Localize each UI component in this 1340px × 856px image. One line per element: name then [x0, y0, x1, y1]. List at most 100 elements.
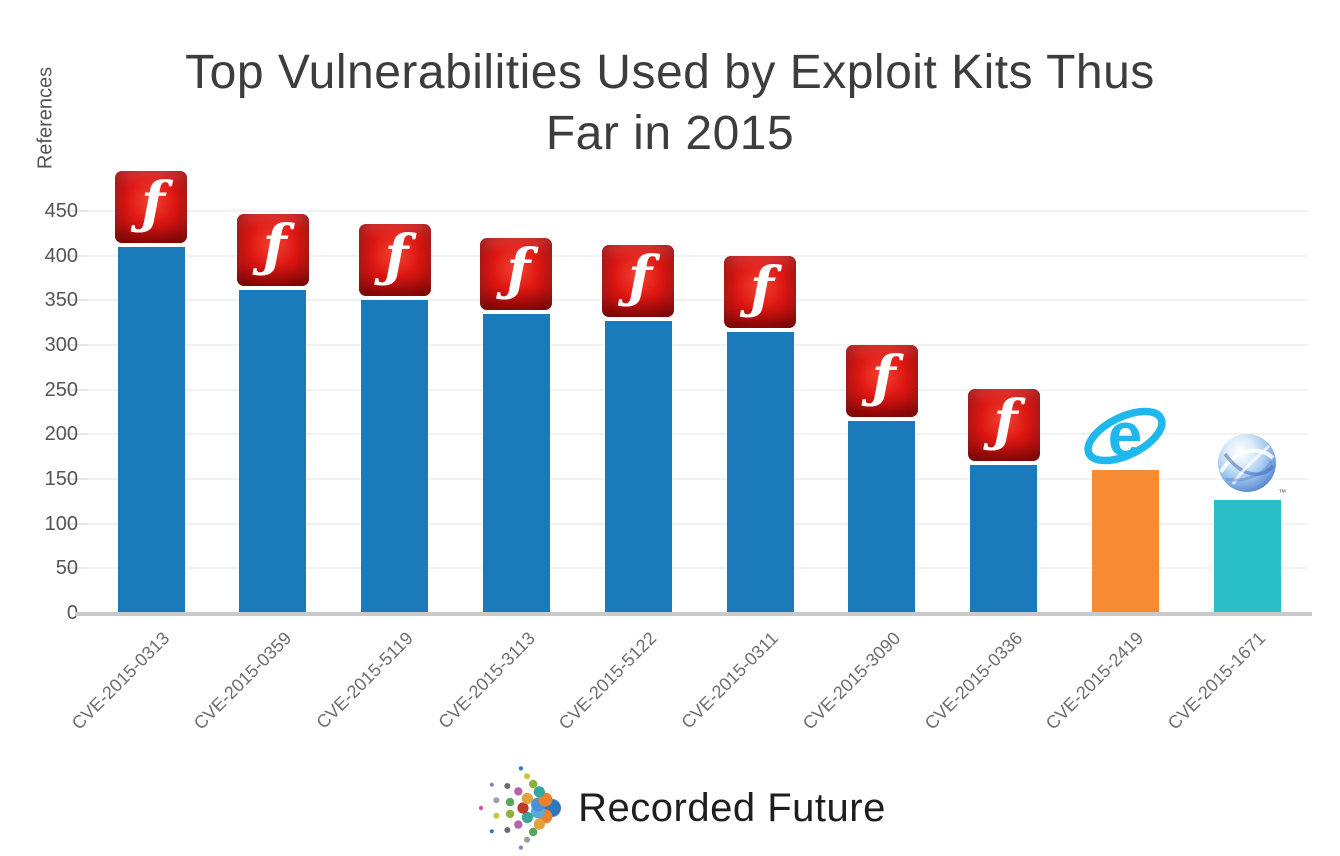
gridline-200: [88, 433, 1308, 436]
gridline-350: [88, 299, 1308, 302]
x-label-text: CVE-2015-1671: [1163, 628, 1270, 734]
y-tick-label-400: 400: [44, 244, 78, 267]
x-label-text: CVE-2015-3113: [434, 628, 539, 733]
flash-f-glyph: ƒ: [384, 223, 409, 289]
gridline-250: [88, 388, 1308, 391]
logo-dot: [514, 787, 523, 796]
flash-player-icon: ƒ: [967, 388, 1040, 461]
silverlight-icon-svg: [1218, 434, 1277, 492]
x-axis-line: [75, 612, 1312, 616]
y-tick-350: [64, 299, 88, 302]
brand-name: Recorded Future: [578, 785, 886, 830]
bar-cve-2015-5122: [604, 321, 672, 613]
bar-cve-2015-0311: [726, 332, 794, 613]
y-tick-label-150: 150: [44, 468, 78, 490]
logo-dot: [504, 827, 511, 833]
logo-dot: [489, 782, 495, 787]
y-tick-450: [64, 210, 88, 212]
logo-dot: [524, 836, 531, 843]
bar-cve-2015-0359: [239, 290, 307, 613]
flash-player-icon: ƒ: [480, 237, 553, 310]
internet-explorer-icon-svg: e: [1084, 401, 1167, 470]
recorded-future-dots-logo-icon: [479, 766, 562, 850]
logo-dot: [479, 805, 484, 811]
y-tick-250: [64, 388, 88, 391]
x-label-text: CVE-2015-5122: [554, 628, 661, 734]
logo-dot: [506, 797, 515, 807]
chart-title: Top Vulnerabilities Used by Exploit Kits…: [0, 42, 1340, 164]
flash-f-glyph: ƒ: [871, 344, 896, 410]
gridline-300: [88, 344, 1308, 346]
x-label-text: CVE-2015-0359: [189, 628, 295, 734]
logo-dot: [533, 786, 546, 798]
x-label-text: CVE-2015-0313: [67, 628, 174, 734]
flash-player-icon: ƒ: [358, 223, 431, 296]
silverlight-trademark: ™: [1278, 488, 1287, 497]
y-tick-50: [64, 567, 88, 570]
logo-dot: [514, 820, 523, 829]
logo-dot: [518, 766, 524, 771]
flash-f-glyph: ƒ: [506, 237, 531, 303]
y-axis-label: References: [34, 66, 57, 170]
flash-f-glyph: ƒ: [993, 388, 1018, 454]
logo-dot: [533, 818, 546, 830]
logo-dot: [493, 797, 500, 804]
bar-cve-2015-3113: [482, 314, 550, 613]
y-tick-label-50: 50: [55, 557, 78, 580]
bar-cve-2015-0336: [970, 465, 1038, 613]
silverlight-icon: ™: [1214, 433, 1286, 497]
y-tick-label-450: 450: [44, 200, 78, 222]
x-label-text: CVE-2015-5119: [312, 628, 417, 733]
y-tick-400: [64, 254, 88, 257]
logo-dot: [521, 792, 534, 805]
flash-player-icon: ƒ: [115, 171, 187, 243]
gridline-400: [88, 254, 1308, 257]
chart-title-line-2: Far in 2015: [545, 107, 795, 160]
x-label-text: CVE-2015-0336: [920, 628, 1026, 734]
logo-dot: [517, 802, 529, 814]
flash-player-icon: ƒ: [724, 256, 796, 328]
logo-dot: [489, 829, 495, 834]
bar-cve-2015-1671: [1213, 500, 1281, 613]
bar-cve-2015-2419: [1091, 470, 1159, 613]
logo-dot: [504, 783, 511, 789]
bar-cve-2015-5119: [361, 300, 429, 613]
flash-player-icon: ƒ: [236, 213, 309, 286]
x-label-text: CVE-2015-2419: [1042, 628, 1148, 734]
x-label-text: CVE-2015-3090: [798, 628, 904, 734]
chart-title-line-1: Top Vulnerabilities Used by Exploit Kits…: [185, 46, 1155, 99]
flash-player-icon: ƒ: [602, 245, 675, 317]
gridline-450: [88, 210, 1308, 212]
flash-f-glyph: ƒ: [262, 213, 287, 279]
logo-dot: [493, 812, 500, 819]
flash-player-icon: ƒ: [845, 344, 918, 417]
y-tick-label-0: 0: [66, 602, 78, 624]
y-tick-200: [64, 433, 88, 436]
flash-f-glyph: ƒ: [140, 170, 166, 236]
bar-cve-2015-3090: [848, 421, 916, 613]
y-tick-label-200: 200: [44, 423, 78, 446]
y-tick-100: [64, 522, 88, 525]
y-tick-300: [64, 344, 88, 346]
y-tick-label-100: 100: [44, 512, 78, 535]
logo-dot: [518, 845, 524, 850]
svg-text:e: e: [1108, 401, 1142, 469]
x-label-text: CVE-2015-0311: [677, 628, 783, 733]
y-tick-150: [64, 478, 88, 480]
y-tick-label-300: 300: [44, 334, 78, 356]
internet-explorer-icon: e: [1082, 399, 1168, 470]
y-tick-label-250: 250: [44, 378, 78, 401]
gridline-150: [88, 478, 1308, 480]
logo-dot: [529, 779, 538, 789]
logo-dot: [506, 809, 515, 819]
gridline-50: [88, 567, 1308, 570]
logo-dot: [524, 773, 531, 780]
logo-dot: [521, 811, 534, 824]
y-tick-label-350: 350: [44, 289, 78, 312]
bar-cve-2015-0313: [117, 247, 185, 613]
footer-logo: Recorded Future: [0, 760, 1340, 856]
flash-f-glyph: ƒ: [749, 255, 775, 321]
logo-dot: [529, 827, 538, 837]
gridline-100: [88, 522, 1308, 525]
